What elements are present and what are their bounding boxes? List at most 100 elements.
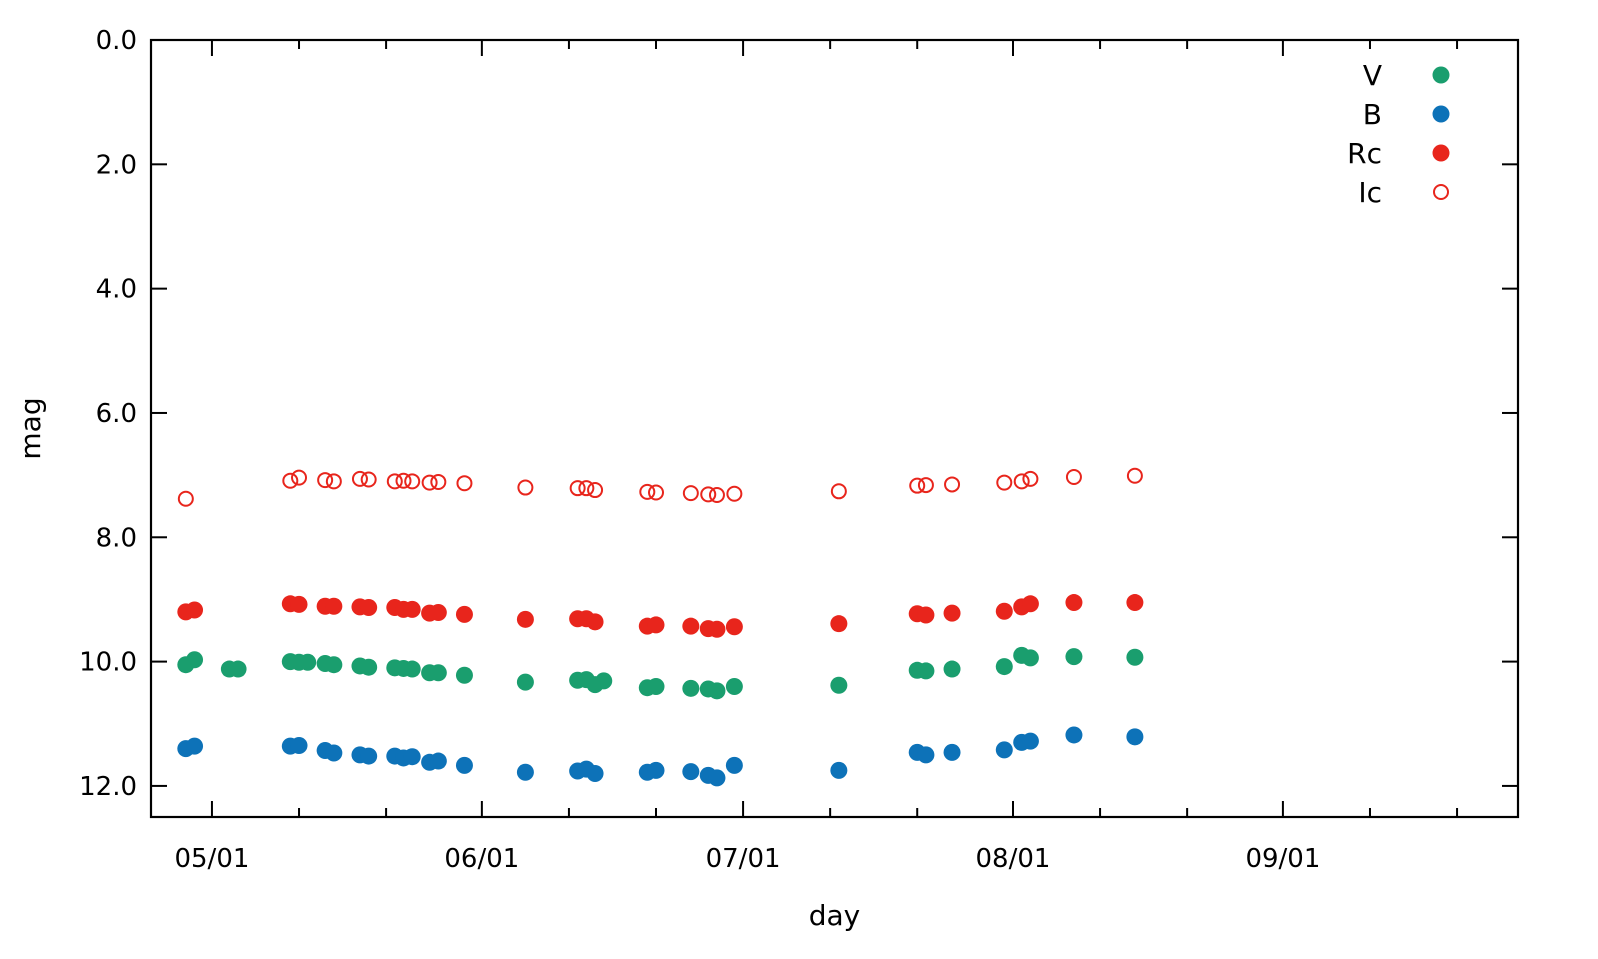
data-point-b — [429, 752, 447, 770]
data-point-rc — [1065, 594, 1083, 612]
data-point-v — [403, 660, 421, 678]
data-point-rc — [455, 605, 473, 623]
legend-marker-v — [1432, 66, 1450, 84]
data-point-v — [943, 660, 961, 678]
data-point-v — [429, 664, 447, 682]
data-point-b — [943, 743, 961, 761]
legend-marker-ic — [1433, 184, 1449, 200]
data-point-b — [586, 764, 604, 782]
data-point-rc — [1126, 594, 1144, 612]
x-tick-label: 08/01 — [976, 844, 1051, 874]
data-point-b — [516, 763, 534, 781]
data-point-v — [299, 653, 317, 671]
data-point-ic — [917, 477, 934, 494]
data-point-v — [830, 676, 848, 694]
data-point-v — [725, 677, 743, 695]
data-point-ic — [317, 472, 334, 489]
data-point-ic — [944, 476, 961, 493]
data-point-ic — [517, 479, 534, 496]
data-point-b — [1126, 728, 1144, 746]
data-point-ic — [569, 480, 586, 497]
y-tick-label: 2.0 — [96, 150, 137, 180]
data-point-ic — [682, 485, 699, 502]
data-point-ic — [282, 472, 299, 489]
data-point-v — [1126, 648, 1144, 666]
data-point-b — [455, 756, 473, 774]
data-point-b — [647, 761, 665, 779]
data-point-b — [325, 744, 343, 762]
data-point-ic — [430, 473, 447, 490]
data-point-b — [360, 747, 378, 765]
data-point-b — [830, 761, 848, 779]
data-point-ic — [700, 486, 717, 503]
data-point-v — [186, 651, 204, 669]
y-tick-labels: 0.0 2.0 4.0 6.0 8.0 10.0 12.0 — [79, 26, 137, 802]
data-point-ic — [1022, 470, 1039, 487]
x-tick-label: 07/01 — [706, 844, 781, 874]
data-point-rc — [403, 600, 421, 618]
data-point-ic — [578, 480, 595, 497]
data-point-v — [229, 660, 247, 678]
data-point-ic — [830, 483, 847, 500]
data-point-v — [995, 658, 1013, 676]
data-point-v — [682, 679, 700, 697]
data-point-v — [1065, 648, 1083, 666]
data-point-ic — [708, 487, 725, 504]
data-point-rc — [830, 615, 848, 633]
data-point-v — [455, 666, 473, 684]
data-point-ic — [386, 473, 403, 490]
data-point-ic — [587, 482, 604, 499]
data-point-rc — [943, 604, 961, 622]
data-point-b — [682, 763, 700, 781]
data-point-ic — [1013, 473, 1030, 490]
data-point-rc — [586, 613, 604, 631]
data-point-rc — [708, 620, 726, 638]
legend-label-v: V — [1363, 59, 1382, 92]
data-point-ic — [456, 475, 473, 492]
data-point-rc — [725, 618, 743, 636]
y-tick-label: 8.0 — [96, 523, 137, 553]
data-point-ic — [909, 477, 926, 494]
series-b — [177, 726, 1144, 787]
y-tick-label: 4.0 — [96, 275, 137, 305]
data-point-ic — [325, 473, 342, 490]
data-points — [177, 467, 1144, 787]
legend-label-b: B — [1363, 98, 1382, 131]
data-point-b — [708, 769, 726, 787]
data-point-ic — [351, 470, 368, 487]
data-point-rc — [186, 601, 204, 619]
series-rc — [177, 594, 1144, 638]
x-tick-labels: 05/01 06/01 07/01 08/01 09/01 — [174, 844, 1320, 874]
data-point-ic — [177, 490, 194, 507]
x-tick-label: 06/01 — [444, 844, 519, 874]
x-tick-label: 05/01 — [174, 844, 249, 874]
data-point-v — [325, 656, 343, 674]
y-tick-label: 0.0 — [96, 26, 137, 56]
data-point-b — [917, 746, 935, 764]
series-ic — [177, 467, 1143, 507]
data-point-v — [647, 677, 665, 695]
data-point-v — [516, 673, 534, 691]
data-point-rc — [682, 617, 700, 635]
data-point-ic — [639, 483, 656, 500]
data-point-ic — [360, 471, 377, 488]
data-point-ic — [291, 469, 308, 486]
data-point-b — [186, 737, 204, 755]
series-v — [177, 646, 1144, 700]
legend-marker-b — [1432, 105, 1450, 123]
data-point-rc — [516, 610, 534, 628]
data-point-v — [360, 658, 378, 676]
y-tick-label: 12.0 — [79, 772, 137, 802]
data-point-rc — [325, 597, 343, 615]
data-point-b — [725, 756, 743, 774]
data-point-v — [595, 672, 613, 690]
data-point-rc — [917, 606, 935, 624]
legend-marker-rc — [1432, 144, 1450, 162]
y-axis-title: mag — [14, 397, 47, 459]
data-point-ic — [996, 474, 1013, 491]
x-axis-title: day — [809, 899, 861, 932]
data-point-b — [1065, 726, 1083, 744]
data-point-ic — [1065, 468, 1082, 485]
data-point-rc — [429, 603, 447, 621]
